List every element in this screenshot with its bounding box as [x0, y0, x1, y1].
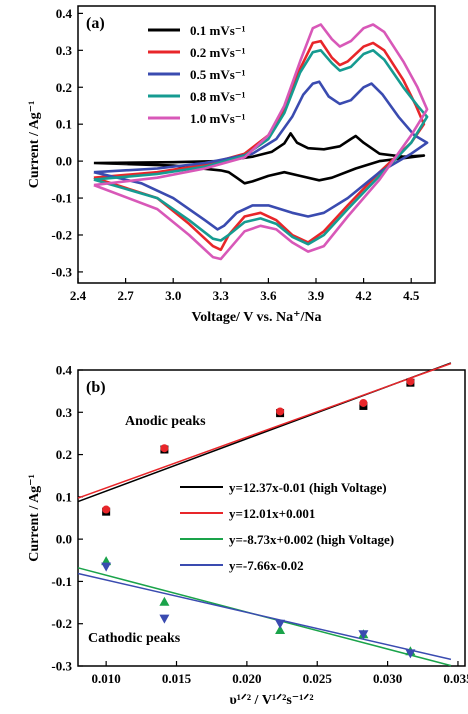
x-tick-label: 4.2	[355, 288, 371, 303]
x-tick-label: 2.4	[70, 288, 87, 303]
x-tick-label: 2.7	[117, 288, 134, 303]
x-axis-label: Voltage/ V vs. Na⁺/Na	[191, 310, 321, 325]
x-axis-label: υ¹ᐟ² / V¹ᐟ²s⁻¹ᐟ²	[229, 693, 313, 708]
x-tick-label: 3.9	[308, 288, 325, 303]
data-point	[358, 630, 369, 640]
annotation-anodic: Anodic peaks	[125, 414, 206, 429]
legend-label: y=12.37x-0.01 (high Voltage)	[229, 480, 387, 495]
y-tick-label: 0.4	[56, 363, 73, 378]
data-point	[159, 596, 170, 606]
y-tick-label: 0.1	[56, 489, 72, 504]
y-tick-label: -0.3	[51, 659, 72, 674]
legend-label: y=-8.73x+0.002 (high Voltage)	[229, 532, 394, 547]
data-point	[101, 562, 112, 572]
data-point	[160, 444, 169, 453]
panel-label: (a)	[86, 15, 105, 32]
x-tick-label: 0.015	[162, 671, 192, 686]
chart-panel-a: 2.4 2.7 3.0 3.3 3.6 3.9 4.2 4.5 -0.3 -0.2 -0.1 0.0 0…	[27, 5, 436, 325]
y-tick-label: -0.2	[51, 227, 72, 242]
x-tick-label: 4.5	[403, 288, 420, 303]
legend-label: 1.0 mVs⁻¹	[190, 111, 246, 126]
y-tick-label: 0.0	[56, 154, 72, 169]
data-point	[405, 649, 416, 659]
plot-frame	[77, 5, 436, 284]
y-axis-label: Current / Ag⁻¹	[27, 101, 42, 189]
legend-label: 0.2 mVs⁻¹	[190, 45, 246, 60]
data-point	[275, 619, 286, 629]
y-tick-label: 0.0	[56, 532, 72, 547]
legend-label: y=12.01x+0.001	[229, 506, 315, 521]
legend-label: 0.1 mVs⁻¹	[190, 23, 246, 38]
fit-line	[77, 572, 452, 661]
x-tick-label: 0.010	[92, 671, 121, 686]
y-tick-label: -0.1	[51, 191, 72, 206]
y-tick-label: 0.2	[56, 80, 72, 95]
y-tick-label: 0.1	[56, 117, 72, 132]
y-axis-label: Current / Ag⁻¹	[27, 474, 42, 562]
plot-frame	[77, 369, 466, 667]
data-point	[102, 505, 111, 514]
x-tick-label: 0.025	[303, 671, 333, 686]
legend-label: 0.8 mVs⁻¹	[190, 89, 246, 104]
y-tick-label: -0.1	[51, 574, 72, 589]
data-point	[275, 625, 286, 635]
legend-label: y=-7.66x-0.02	[229, 558, 304, 573]
annotation-cathodic: Cathodic peaks	[88, 631, 181, 646]
y-tick-label: 0.4	[56, 6, 73, 21]
x-tick-label: 0.030	[373, 671, 402, 686]
x-tick-label: 3.3	[213, 288, 230, 303]
y-tick-label: 0.2	[56, 447, 72, 462]
data-point	[359, 398, 368, 407]
x-tick-label: 3.6	[260, 288, 277, 303]
y-tick-label: 0.3	[56, 405, 73, 420]
legend-label: 0.5 mVs⁻¹	[190, 67, 246, 82]
y-tick-label: -0.3	[51, 264, 72, 279]
x-tick-label: 0.020	[232, 671, 261, 686]
y-tick-label: -0.2	[51, 616, 72, 631]
data-point	[406, 377, 415, 386]
cv-curve-0-8	[93, 48, 429, 246]
fit-line	[77, 362, 452, 499]
cv-curve-1-0	[93, 23, 429, 261]
x-tick-label: 0.035	[443, 671, 468, 686]
cv-curve-0-1	[93, 132, 426, 185]
x-tick-label: 3.0	[165, 288, 181, 303]
y-tick-label: 0.3	[56, 43, 73, 58]
panel-label: (b)	[86, 379, 106, 396]
data-point	[276, 407, 285, 416]
chart-panel-b: 0.010 0.015 0.020 0.025 0.030 0.035 -0.3 -0.2 -0…	[27, 362, 468, 708]
data-point	[159, 614, 170, 624]
